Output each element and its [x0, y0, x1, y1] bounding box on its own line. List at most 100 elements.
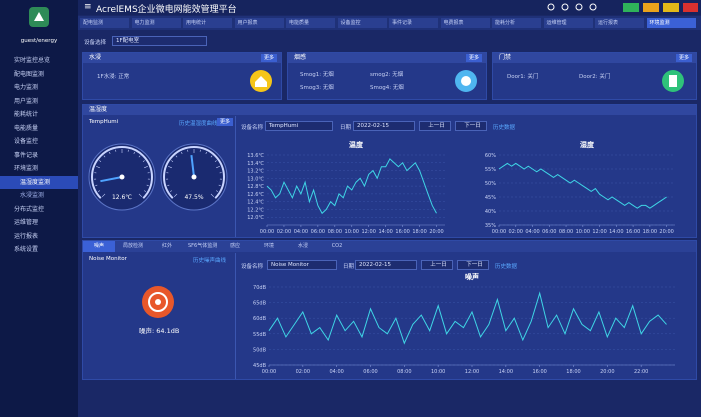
history-link[interactable]: 历史数据	[495, 264, 518, 270]
x-tick-label: 14:00	[499, 369, 513, 375]
top-icons	[547, 3, 698, 12]
menu-item[interactable]: 温湿度监测	[0, 175, 78, 189]
menu-item[interactable]: 用户监测	[14, 97, 39, 105]
x-tick-label: 04:00	[525, 229, 539, 235]
chart-title: 湿度	[580, 141, 595, 149]
x-tick-label: 10:00	[576, 229, 590, 235]
menu-item[interactable]: 水浸监测	[20, 192, 45, 199]
data-line	[266, 158, 437, 215]
x-tick-label: 20:00	[429, 229, 443, 235]
x-tick-label: 16:00	[532, 369, 546, 375]
history-link[interactable]: 历史数据	[493, 125, 516, 131]
nav-tab[interactable]: 电力监测	[131, 18, 181, 28]
logo	[29, 7, 49, 27]
menu-item[interactable]: 能耗统计	[14, 111, 39, 118]
nav-tab[interactable]: 电能质量	[286, 18, 335, 28]
sensor-tab[interactable]: 感应	[229, 243, 240, 249]
gauge-needle	[100, 176, 123, 183]
nav-tab[interactable]: 配电监测	[80, 18, 129, 28]
menu-item[interactable]: 运行报表	[14, 232, 39, 240]
noise-icon	[142, 286, 174, 318]
nav-tab[interactable]: 电费报表	[440, 18, 490, 28]
history-link[interactable]: 历史温湿度曲线	[179, 121, 218, 127]
more-button[interactable]: 更多	[675, 54, 692, 62]
menu-icon[interactable]: ≡	[84, 2, 92, 12]
device-select[interactable]: Noise Monitor	[267, 260, 337, 270]
x-tick-label: 02:00	[277, 229, 291, 235]
menu-item[interactable]: 运维管理	[14, 219, 39, 226]
gauge-needle	[190, 155, 195, 178]
gauge-arc	[163, 146, 225, 199]
menu-item[interactable]: 电力监测	[14, 84, 39, 91]
nav-tab[interactable]: 用户报表	[234, 18, 284, 28]
gauge-tick	[97, 190, 100, 192]
nav-tab[interactable]: 能耗分析	[492, 18, 541, 28]
menu-item[interactable]: 实时监控总览	[14, 57, 51, 64]
next-button[interactable]: 下一日	[457, 260, 489, 270]
status-item: smog2: 无烟	[370, 72, 404, 78]
status-item: Smog4: 无烟	[370, 85, 404, 91]
gauge: 47.5%	[160, 143, 228, 211]
nav-tab[interactable]: 运行报表	[595, 18, 644, 28]
filter-label: 设备选择	[84, 40, 107, 46]
water-icon	[250, 70, 272, 92]
name-label: 设备名称	[241, 125, 264, 131]
date-input[interactable]: 2022-02-15	[355, 260, 417, 270]
gauge-tick	[133, 151, 135, 154]
menu-item[interactable]: 事件记录	[14, 151, 39, 159]
next-button[interactable]: 下一日	[455, 121, 487, 131]
x-tick-label: 08:00	[328, 229, 342, 235]
sensor-tab[interactable]: SF6气体监测	[188, 243, 218, 249]
y-tick-label: 13.2℃	[247, 169, 264, 175]
sensor-tab[interactable]: CO2	[331, 243, 343, 249]
gauge-tick	[175, 155, 178, 158]
nav-tab[interactable]: 运维管理	[543, 18, 593, 28]
gauge-hub	[119, 174, 125, 180]
x-tick-label: 14:00	[609, 229, 623, 235]
x-tick-label: 12:00	[465, 369, 479, 375]
sensor-tab[interactable]: 红外	[161, 243, 172, 249]
sensor-tab[interactable]: 水浸	[297, 243, 308, 249]
sensor-tab[interactable]: 局放检测	[122, 243, 143, 249]
menu-item[interactable]: 分布式监控	[14, 205, 45, 213]
noise-chart: 噪声 45dB 50dB 55dB 60dB 65dB 70dB 00:00 02:00 04:0…	[253, 273, 675, 375]
x-tick-label: 20:00	[600, 369, 614, 375]
prev-button[interactable]: 上一日	[421, 260, 453, 270]
divider	[235, 116, 236, 237]
menu-item[interactable]: 设备监控	[14, 138, 39, 145]
nav-tab[interactable]: 用电统计	[183, 18, 232, 28]
nav-tab[interactable]: 环境监测	[646, 18, 696, 28]
date-input[interactable]: 2022-02-15	[353, 121, 415, 131]
menu-item[interactable]: 环境监测	[14, 165, 39, 172]
device-name: Noise Monitor	[89, 256, 127, 262]
filter-select[interactable]: 1F配电室	[112, 36, 207, 46]
sensor-tab[interactable]: 环境	[263, 243, 274, 249]
date-label: 日期	[340, 125, 352, 131]
nav-tab[interactable]: 设备监控	[337, 18, 387, 28]
chart-title: 噪声	[465, 273, 479, 281]
device-select[interactable]: TempHumi	[265, 121, 333, 131]
panel-title: 温湿度	[83, 105, 696, 115]
date-label: 日期	[343, 264, 355, 270]
menu-item[interactable]: 配电图监测	[14, 70, 45, 78]
gauge-tick	[181, 151, 183, 154]
y-tick-label: 12.0℃	[247, 215, 264, 221]
x-tick-label: 10:00	[431, 369, 445, 375]
y-tick-label: 60%	[485, 153, 496, 159]
nav-tab[interactable]: 事件记录	[389, 18, 438, 28]
panel-title: 门禁	[493, 53, 696, 63]
history-link[interactable]: 历史噪声曲线	[193, 258, 227, 264]
more-button[interactable]: 更多	[260, 54, 277, 62]
smoke-icon	[455, 70, 477, 92]
prev-button[interactable]: 上一日	[419, 121, 451, 131]
more-button[interactable]: 更多	[217, 118, 234, 126]
gauge-tick	[216, 190, 219, 192]
sensor-tab[interactable]: 噪声	[83, 241, 115, 252]
status-item: Smog1: 无烟	[300, 72, 334, 78]
menu-item[interactable]: 电能质量	[14, 124, 39, 132]
gauge-tick	[205, 151, 207, 154]
menu-item[interactable]: 系统设置	[14, 246, 39, 253]
more-button[interactable]: 更多	[465, 54, 482, 62]
gauge-value: 12.6℃	[112, 194, 132, 201]
